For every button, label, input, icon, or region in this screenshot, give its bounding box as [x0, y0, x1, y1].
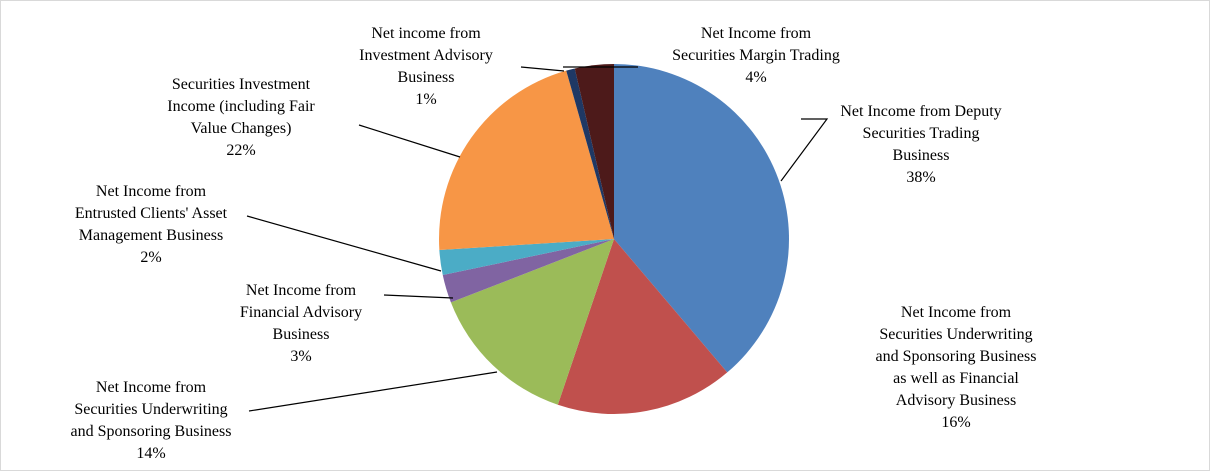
- slice-label-line: Securities Underwriting: [74, 401, 227, 418]
- slice-label-line: Business: [398, 69, 455, 86]
- leader-lines: [246, 66, 829, 412]
- slice-label-line: Net Income from: [96, 183, 207, 200]
- slice-label-line: Advisory Business: [896, 392, 1016, 409]
- pie-slice-7: [566, 68, 614, 240]
- slice-percent-3: 14%: [136, 445, 165, 462]
- slice-label-1: Net Income from Deputy Securities Trading…: [840, 103, 1001, 186]
- pie-slice-3: [450, 239, 614, 405]
- slice-label-line: Income (including Fair: [167, 98, 315, 115]
- slice-label-7: Net income from Investment Advisory Busine…: [359, 25, 493, 108]
- pie-slices: [439, 64, 789, 414]
- slice-label-8: Net Income from Securities Margin Trading…: [672, 25, 840, 86]
- slice-percent-4: 3%: [290, 348, 311, 365]
- slice-label-line: Securities Trading: [863, 125, 980, 142]
- slice-label-line: Value Changes): [191, 120, 292, 137]
- slice-label-line: Net Income from Deputy: [840, 103, 1001, 120]
- slice-label-line: Financial Advisory: [240, 304, 362, 321]
- leader-line-3: [248, 371, 498, 412]
- slice-label-line: Securities Margin Trading: [672, 47, 840, 64]
- slice-percent-5: 2%: [140, 249, 161, 266]
- pie-slice-8: [574, 64, 614, 239]
- slice-percent-2: 16%: [941, 414, 970, 431]
- pie-slice-4: [442, 239, 614, 303]
- slice-label-line: Net Income from: [701, 25, 812, 42]
- slice-label-line: and Sponsoring Business: [876, 348, 1037, 365]
- slice-label-3: Net Income from Securities Underwriting an…: [71, 379, 232, 462]
- slice-label-line: and Sponsoring Business: [71, 423, 232, 440]
- slice-label-line: Securities Investment: [172, 76, 311, 93]
- slice-label-line: Net Income from: [901, 304, 1012, 321]
- slice-label-5: Net Income from Entrusted Clients' Asset M…: [75, 183, 228, 266]
- slice-label-6: Securities Investment Income (including F…: [167, 76, 315, 159]
- leader-line-1: [780, 118, 829, 182]
- slice-label-line: Entrusted Clients' Asset: [75, 205, 228, 222]
- slice-percent-1: 38%: [906, 169, 935, 186]
- slice-label-line: Securities Underwriting: [879, 326, 1032, 343]
- pie-slice-6: [439, 70, 614, 250]
- slice-label-line: Business: [273, 326, 330, 343]
- leader-line-7: [520, 66, 565, 72]
- pie-slice-5: [439, 239, 614, 276]
- slice-label-line: as well as Financial: [893, 370, 1019, 387]
- leader-line-4: [383, 294, 454, 299]
- slice-label-line: Investment Advisory: [359, 47, 493, 64]
- slice-label-line: Net Income from: [246, 282, 357, 299]
- pie-slice-1: [614, 64, 789, 373]
- slice-label-4: Net Income from Financial Advisory Busines…: [240, 282, 362, 365]
- slice-label-line: Net Income from: [96, 379, 207, 396]
- slice-label-line: Net income from: [371, 25, 481, 42]
- leader-line-5: [246, 215, 442, 272]
- slice-label-line: Management Business: [79, 227, 223, 244]
- slice-label-line: Business: [893, 147, 950, 164]
- slice-labels: Net Income from Deputy Securities Trading…: [71, 25, 1037, 462]
- leader-line-6: [358, 124, 461, 158]
- slice-percent-7: 1%: [415, 91, 436, 108]
- slice-percent-8: 4%: [745, 69, 766, 86]
- pie-slice-2: [557, 239, 728, 414]
- slice-percent-6: 22%: [226, 142, 255, 159]
- slice-label-2: Net Income from Securities Underwriting an…: [876, 304, 1037, 431]
